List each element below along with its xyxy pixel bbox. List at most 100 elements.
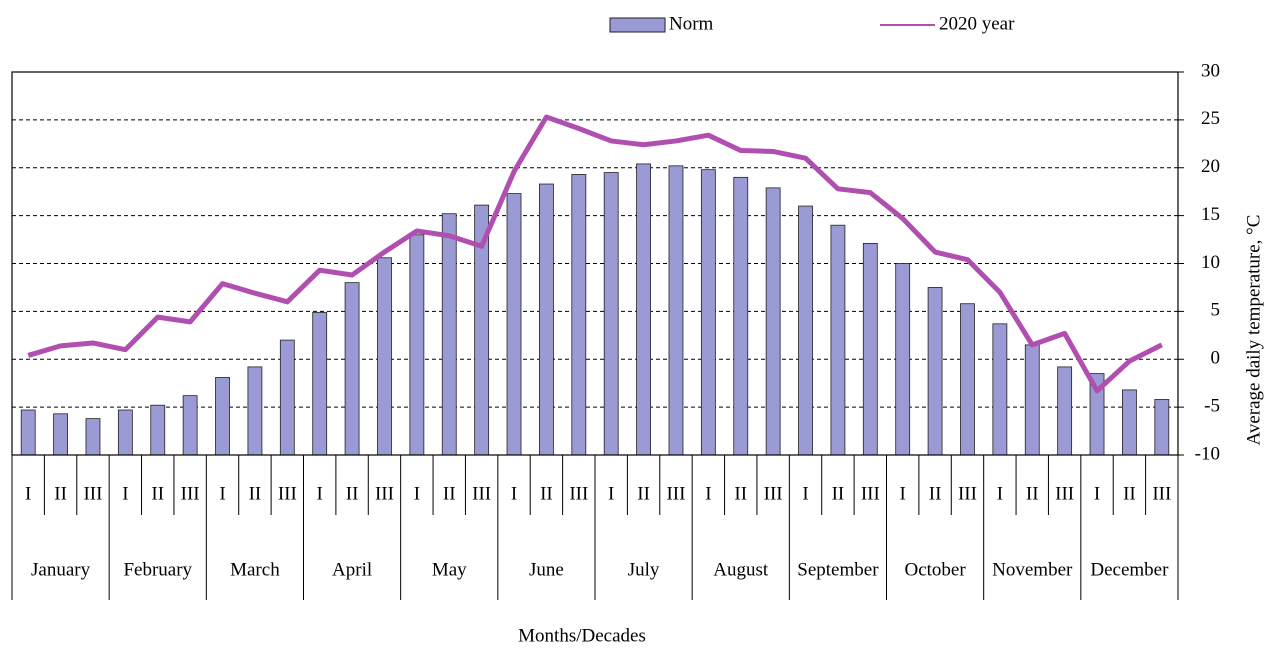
bar: [830, 224, 846, 456]
decade-label: I: [511, 483, 517, 504]
bar: [182, 395, 198, 456]
month-label: December: [1090, 559, 1169, 580]
decade-label: III: [278, 483, 297, 504]
bar: [603, 172, 619, 456]
month-label: July: [628, 559, 660, 580]
decade-label: I: [900, 483, 906, 504]
decade-label: I: [997, 483, 1003, 504]
bar: [441, 213, 457, 456]
decade-label: III: [472, 483, 491, 504]
y-tick-label: 25: [1201, 108, 1220, 129]
decade-label: II: [346, 483, 359, 504]
decade-label: II: [929, 483, 942, 504]
decade-label: III: [83, 483, 102, 504]
y-tick-label: -10: [1195, 443, 1220, 464]
y-tick-label: 30: [1201, 60, 1220, 81]
y-tick-label: 5: [1211, 300, 1221, 321]
legend-swatch: [609, 17, 666, 33]
month-label: April: [332, 559, 372, 580]
bar: [539, 183, 554, 456]
decade-label: I: [608, 483, 614, 504]
bar: [1024, 344, 1040, 456]
month-label: October: [904, 559, 966, 580]
bar: [1057, 366, 1073, 456]
decade-label: III: [764, 483, 783, 504]
bar: [927, 287, 943, 456]
month-label: March: [230, 559, 280, 580]
bar: [700, 169, 716, 456]
decade-label: II: [443, 483, 456, 504]
decade-label: I: [317, 483, 323, 504]
decade-label: I: [414, 483, 420, 504]
decade-label: I: [1094, 483, 1100, 504]
bar: [798, 205, 813, 456]
bar: [1122, 389, 1137, 456]
decade-label: III: [861, 483, 880, 504]
decade-label: III: [1152, 483, 1171, 504]
bar: [895, 263, 911, 456]
line: [27, 114, 1163, 394]
bar: [279, 339, 295, 456]
month-label: May: [432, 559, 467, 580]
month-label: September: [797, 559, 879, 580]
decade-label: I: [25, 483, 31, 504]
month-label: November: [992, 559, 1073, 580]
y-axis-label: Average daily temperature, °C: [1243, 215, 1264, 446]
y-tick-label: -5: [1204, 395, 1220, 416]
decade-label: II: [1026, 483, 1039, 504]
decade-label: II: [54, 483, 67, 504]
decade-label: II: [151, 483, 164, 504]
month-label: August: [713, 559, 769, 580]
bar: [992, 323, 1008, 456]
decade-label: II: [832, 483, 845, 504]
decade-label: III: [375, 483, 394, 504]
bar: [53, 413, 68, 456]
decade-label: I: [705, 483, 711, 504]
decade-label: II: [734, 483, 747, 504]
bar: [506, 193, 522, 456]
decade-label: II: [540, 483, 553, 504]
bar: [409, 234, 425, 456]
decade-label: I: [122, 483, 128, 504]
decade-label: III: [181, 483, 200, 504]
bar: [150, 404, 166, 456]
plot-frame: [11, 71, 1179, 456]
bar: [247, 366, 263, 456]
y-tick-label: 0: [1211, 348, 1221, 369]
month-label: February: [123, 559, 192, 580]
decade-label: II: [249, 483, 262, 504]
decade-label: II: [1123, 483, 1136, 504]
x-axis-label: Months/Decades: [518, 625, 646, 646]
bar: [571, 174, 587, 456]
y-tick-label: 15: [1201, 204, 1220, 225]
decade-label: II: [637, 483, 650, 504]
month-label: June: [529, 559, 564, 580]
decade-label: I: [219, 483, 225, 504]
decade-label: III: [958, 483, 977, 504]
bar: [85, 418, 101, 456]
bar: [733, 176, 749, 456]
bar: [765, 187, 781, 456]
bar: [1154, 399, 1170, 456]
bar: [377, 257, 392, 456]
bar: [960, 303, 975, 456]
bar: [215, 377, 230, 456]
bar: [344, 282, 360, 456]
legend-label: 2020 year: [939, 13, 1015, 34]
month-label: January: [31, 559, 91, 580]
y-tick-label: 10: [1201, 252, 1220, 273]
bar: [312, 311, 328, 456]
bar: [862, 242, 878, 456]
y-tick-label: 20: [1201, 156, 1220, 177]
decade-label: III: [666, 483, 685, 504]
bar: [668, 165, 684, 456]
bar: [636, 163, 651, 456]
legend-label: Norm: [669, 13, 714, 34]
decade-label: III: [1055, 483, 1074, 504]
decade-label: I: [802, 483, 808, 504]
decade-label: III: [569, 483, 588, 504]
bar: [117, 409, 133, 456]
bar: [20, 409, 36, 456]
